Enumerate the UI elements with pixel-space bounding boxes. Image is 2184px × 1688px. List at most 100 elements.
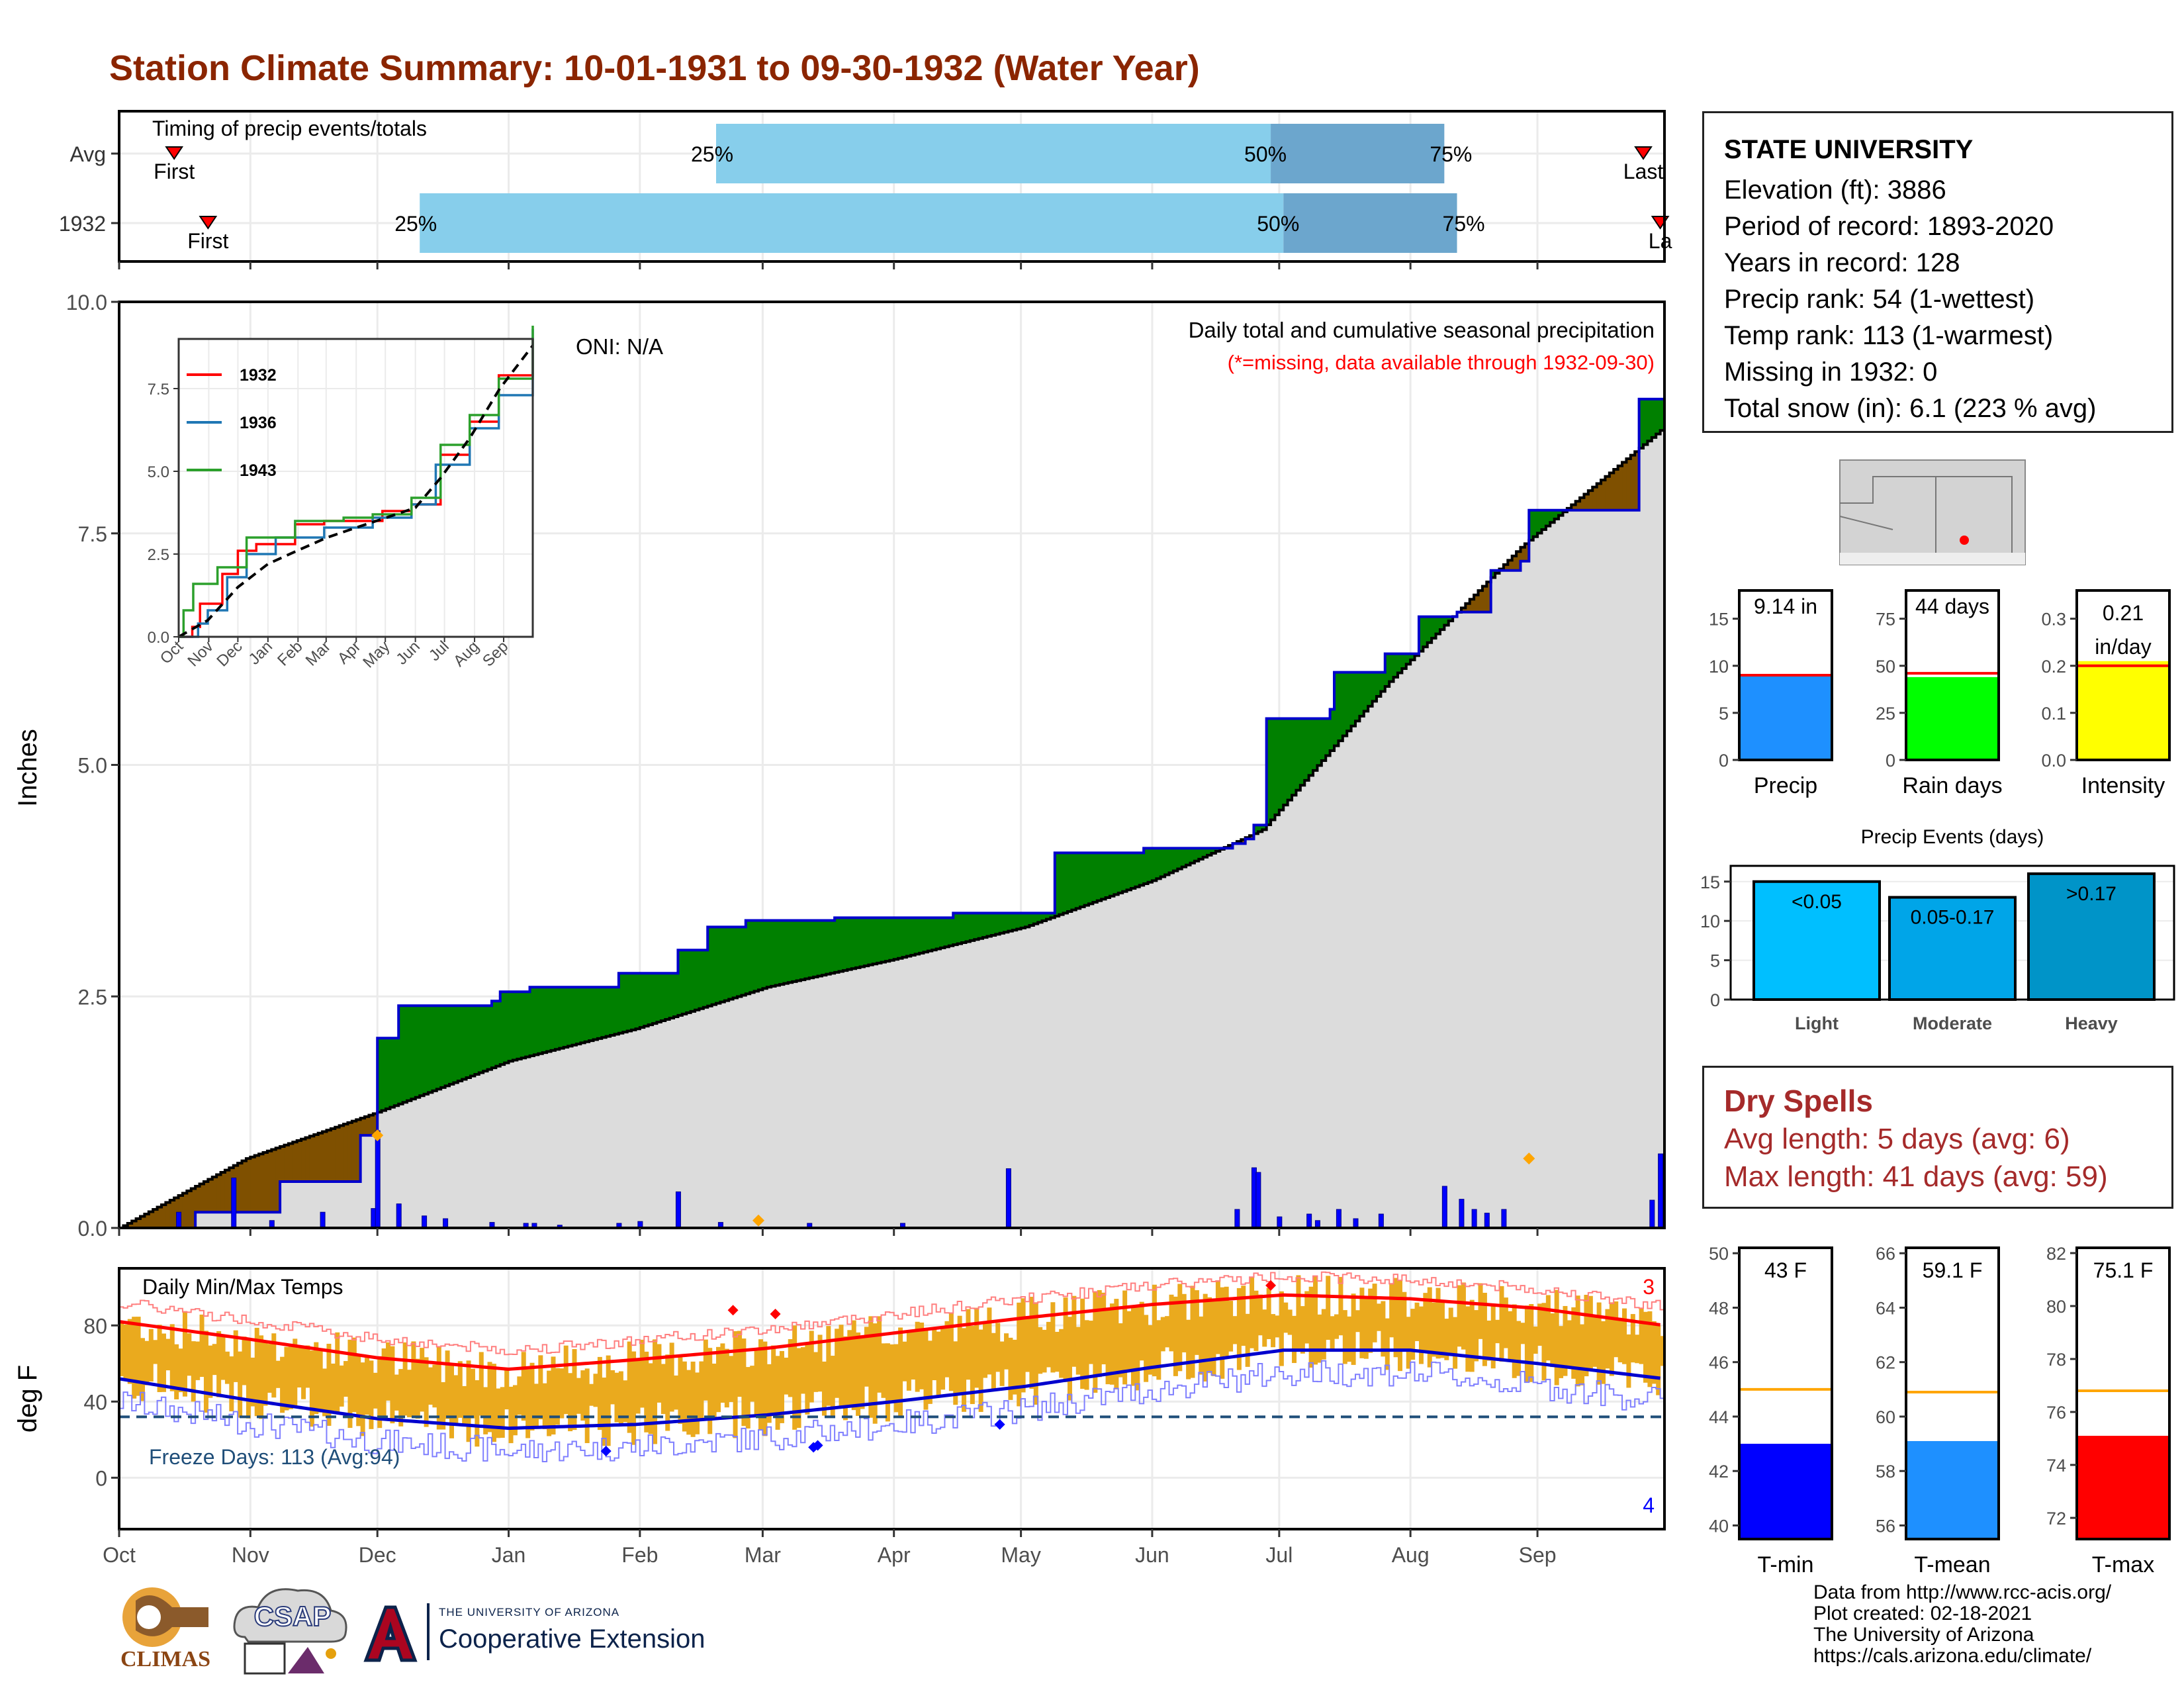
surplus-segment [898,917,903,959]
daily-temp-bar [157,1325,162,1393]
surplus-segment [944,917,950,947]
surplus-segment [699,950,704,1009]
surplus-segment [927,917,933,951]
daily-temp-bar [1054,1331,1060,1372]
surplus-segment [627,973,632,1031]
daily-temp-bar [657,1344,662,1403]
surplus-segment [1017,913,1022,929]
deficit-segment [267,1150,273,1213]
daily-temp-bar [1075,1327,1081,1375]
surplus-segment [1427,616,1432,643]
surplus-segment [648,973,653,1025]
daily-temp-bar [1215,1280,1220,1354]
daily-temp-bar [267,1344,272,1393]
daily-temp-bar [1017,1302,1022,1407]
surplus-segment [953,913,958,945]
climas-emblem-icon [122,1587,208,1647]
daily-temp-bar [424,1357,429,1427]
surplus-segment [1097,853,1102,901]
surplus-segment [1271,718,1276,820]
surplus-segment [962,913,967,943]
temp-summary-bar [1739,1444,1832,1539]
deficit-segment [254,1155,259,1213]
daily-temp-bar [199,1314,205,1378]
daily-temp-bar [508,1386,514,1444]
surplus-segment [915,917,920,955]
timing-first-marker [165,146,184,160]
daily-temp-bar [144,1340,150,1385]
deficit-segment [1482,586,1488,612]
daily-precip-bar [1658,1153,1664,1229]
deficit-segment [187,1191,192,1228]
daily-temp-bar [1063,1297,1068,1382]
surplus-segment [1122,853,1128,892]
month-tick-label: Mar [745,1543,781,1567]
daily-temp-bar [1207,1297,1212,1374]
temp-summary-border [2075,1246,2171,1540]
daily-temp-bar [618,1371,623,1427]
daily-temp-bar [1359,1288,1365,1358]
daily-temp-bar [559,1368,565,1419]
daily-temp-bar [1550,1313,1555,1368]
daily-temp-bar [1592,1315,1598,1367]
daily-temp-bar [390,1346,395,1424]
surplus-segment [995,913,1001,935]
daily-temp-bar [1524,1305,1529,1382]
daily-temp-bar [462,1385,467,1426]
station-years: Years in record: 128 [1724,248,1960,277]
daily-temp-bar [1165,1316,1170,1348]
daily-temp-bar [296,1348,302,1388]
surplus-segment [779,920,785,985]
surplus-segment [576,987,582,1045]
ua-divider [427,1603,430,1660]
daily-temp-bar [1330,1316,1335,1351]
daily-temp-bar [589,1383,594,1406]
timing-title: Timing of precip events/totals [152,117,427,140]
precip-summary-tick-label: 10 [1709,657,1729,677]
daily-temp-bar [436,1346,441,1430]
daily-temp-bar [1266,1288,1271,1339]
deficit-segment [182,1193,188,1228]
daily-temp-bar [428,1367,433,1405]
deficit-segment [195,1186,201,1213]
surplus-segment [983,913,988,938]
daily-precip-bar [375,1130,381,1229]
daily-temp-bar [1029,1297,1034,1389]
surplus-segment [1432,616,1437,639]
surplus-segment [872,917,878,964]
temp-y-tick-label: 40 [83,1390,107,1414]
surplus-segment [1266,718,1271,825]
surplus-segment [568,987,573,1047]
surplus-segment [940,917,946,948]
surplus-segment [508,992,514,1062]
daily-temp-bar [343,1361,349,1397]
temp-summary-bar [1906,1440,1999,1539]
daily-temp-bar [263,1342,268,1406]
surplus-segment [1165,848,1170,875]
daily-temp-bar [1397,1280,1402,1372]
deficit-segment [132,1221,137,1228]
deficit-segment [1584,494,1589,510]
daily-temp-bar [953,1341,958,1405]
surplus-segment [1656,399,1661,434]
deficit-segment [1635,451,1640,510]
surplus-segment [1300,718,1306,786]
daily-temp-bar [568,1373,573,1432]
daily-temp-bar [1448,1307,1453,1354]
daily-temp-bar [1177,1284,1183,1372]
timing-label-25: 25% [394,212,437,236]
deficit-segment [305,1137,310,1182]
daily-temp-bar [1474,1310,1479,1362]
daily-temp-bar [750,1366,755,1402]
daily-temp-bar [1516,1321,1522,1376]
temp-summary-tick-label: 56 [1876,1516,1895,1536]
daily-temp-bar [1541,1303,1547,1381]
surplus-segment [1186,848,1191,865]
daily-temp-bar [381,1348,387,1420]
daily-temp-bar [212,1344,217,1376]
surplus-segment [991,913,997,935]
daily-temp-bar [682,1361,687,1432]
deficit-segment [1580,497,1585,510]
daily-temp-bar [521,1352,526,1421]
dry-spells-max: Max length: 41 days (avg: 59) [1724,1160,2108,1193]
